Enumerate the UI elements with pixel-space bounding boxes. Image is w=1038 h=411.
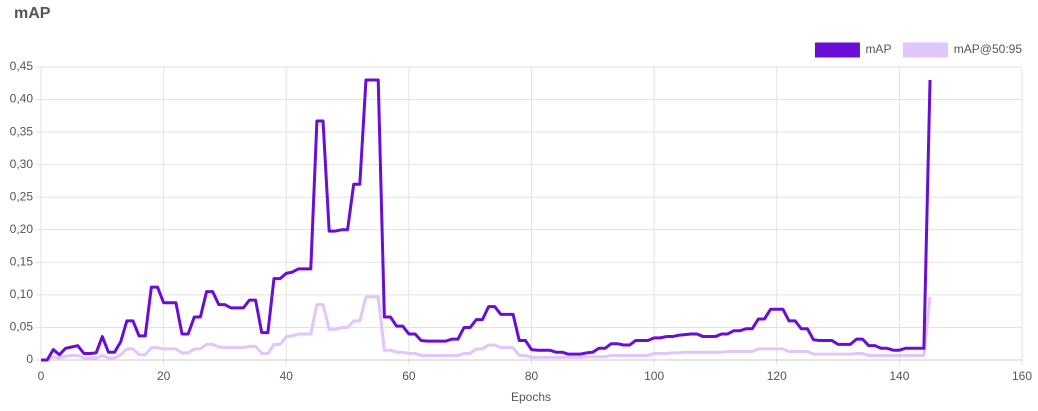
x-tick-label: 60 xyxy=(402,369,416,383)
y-tick-label: 0,30 xyxy=(10,157,34,171)
x-tick-label: 40 xyxy=(280,369,294,383)
x-axis-label: Epochs xyxy=(511,390,551,404)
y-tick-label: 0,25 xyxy=(10,189,34,203)
y-tick-label: 0,35 xyxy=(10,124,34,138)
y-tick-label: 0,05 xyxy=(10,320,34,334)
legend-swatch xyxy=(902,42,948,58)
y-tick-label: 0,10 xyxy=(10,287,34,301)
x-tick-label: 140 xyxy=(889,369,909,383)
y-tick-label: 0,40 xyxy=(10,92,34,106)
x-tick-label: 80 xyxy=(525,369,539,383)
x-tick-label: 100 xyxy=(644,369,664,383)
legend-label: mAP@50:95 xyxy=(954,42,1023,56)
x-tick-label: 120 xyxy=(767,369,787,383)
x-tick-label: 160 xyxy=(1012,369,1032,383)
y-tick-label: 0 xyxy=(26,352,33,366)
line-series xyxy=(41,295,932,362)
line-series xyxy=(41,78,932,362)
y-tick-label: 0,45 xyxy=(10,59,34,73)
y-tick-label: 0,20 xyxy=(10,222,34,236)
y-tick-label: 0,15 xyxy=(10,255,34,269)
legend-swatch xyxy=(814,42,860,58)
x-tick-label: 20 xyxy=(157,369,171,383)
chart-title: mAP xyxy=(14,5,51,22)
legend-label: mAP xyxy=(865,42,891,56)
x-tick-label: 0 xyxy=(38,369,45,383)
